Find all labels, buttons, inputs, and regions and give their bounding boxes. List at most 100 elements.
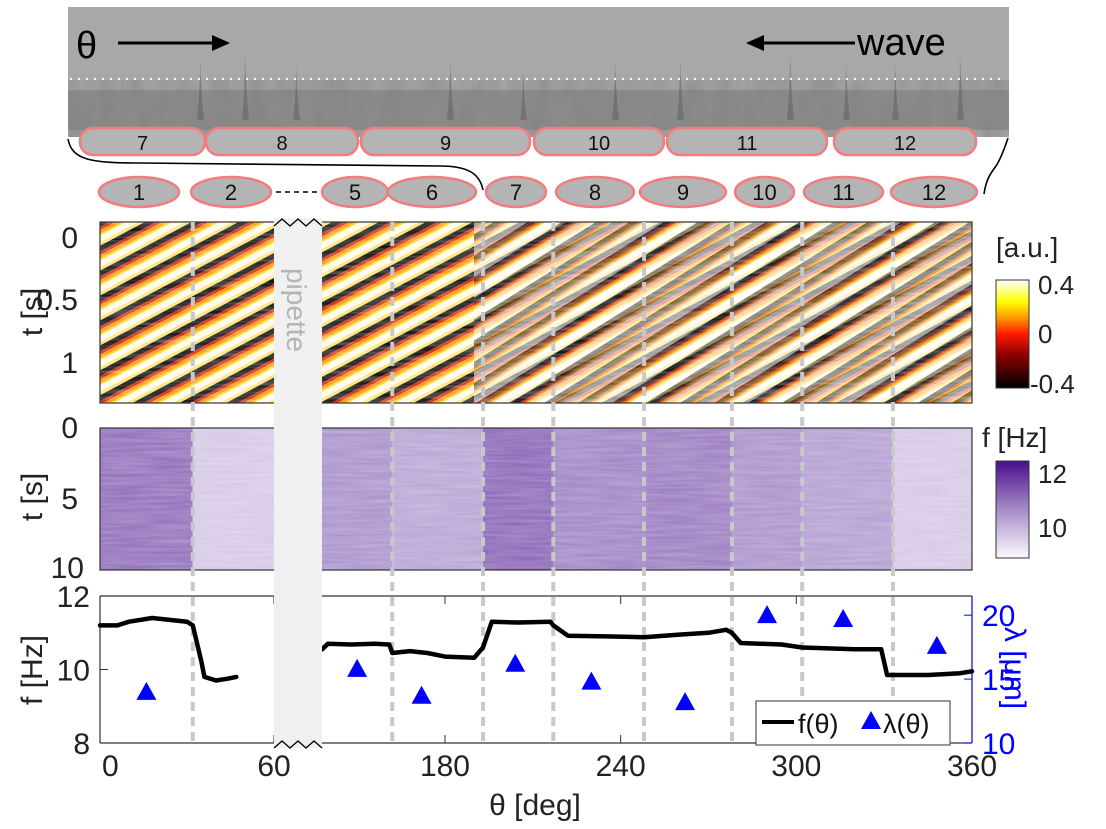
frequency-map-frame <box>99 427 973 571</box>
bottom-cell: 12 <box>889 175 979 209</box>
cilium-spike <box>447 58 454 120</box>
bottom-cell-shape <box>889 175 979 209</box>
bottom-cell-shape <box>802 175 885 209</box>
axis-break-top <box>273 218 323 227</box>
bottom-cell-label: 1 <box>133 180 145 205</box>
cilia-spikes <box>197 56 964 120</box>
lambda-marker <box>505 653 526 672</box>
lambda-marker <box>926 635 947 654</box>
fmap-ylabel: t [s] <box>16 473 49 521</box>
bottom-cell-label: 9 <box>677 180 689 205</box>
lambda-ylabel: λ [μm] <box>998 627 1031 709</box>
cilium-spike <box>787 56 794 120</box>
cilium-spike <box>197 58 204 120</box>
top-cell-label: 7 <box>137 133 148 155</box>
cilium-spike <box>843 60 850 120</box>
lambda-marker <box>757 605 778 624</box>
top-cell: 7 <box>78 126 207 157</box>
bottom-cell: 10 <box>733 175 796 209</box>
theta-label: θ <box>76 25 97 67</box>
bracket-right <box>983 137 1009 195</box>
kymo-colorbar-tick-max: 0.4 <box>1038 270 1074 300</box>
cilium-spike <box>957 56 964 120</box>
kymograph-frame <box>99 221 973 404</box>
f-theta-line <box>97 615 239 683</box>
kymo-ytick-0: 0 <box>61 222 78 255</box>
bottom-cell: 6 <box>386 175 478 209</box>
y-ticks-right: 10 15 20 <box>964 600 1015 761</box>
frequency-map-noise <box>100 428 972 570</box>
bottom-cell-label: 12 <box>922 180 946 205</box>
top-cell-label: 12 <box>894 133 916 155</box>
kymo-ytick-1: 0.5 <box>36 284 78 317</box>
y-tick-label: 8 <box>73 728 90 761</box>
pipette-band <box>274 218 322 748</box>
lambda-theta-series <box>136 605 947 711</box>
x-axis-label: θ [deg] <box>489 789 581 822</box>
cell-boundaries <box>190 222 895 743</box>
theta-arrow <box>118 35 230 51</box>
y-right-tick-label: 15 <box>982 664 1015 697</box>
lambda-marker <box>411 685 432 704</box>
y-right-tick-label: 20 <box>982 600 1015 633</box>
top-cell: 10 <box>532 126 666 157</box>
x-tick-label: 60 <box>257 750 290 783</box>
bottom-cell-shape <box>97 175 181 209</box>
top-cell-row: 7 8 9 10 11 12 <box>78 126 978 157</box>
lambda-marker <box>581 671 602 690</box>
cilium-spike <box>520 66 527 120</box>
kymo-colorbar-tick-mid: 0 <box>1038 319 1052 349</box>
legend-f-label: f(θ) <box>798 709 839 739</box>
y-tick-label: 10 <box>57 655 90 688</box>
x-tick-label: 300 <box>771 750 821 783</box>
kymo-colorbar-title: [a.u.] <box>996 232 1058 263</box>
x-tick-label: 240 <box>596 750 646 783</box>
cilium-spike <box>677 58 684 120</box>
top-cell-shape <box>665 126 829 157</box>
bottom-cell: 7 <box>484 175 548 209</box>
cilium-spike <box>293 64 300 120</box>
kymo-colorbar <box>995 279 1030 389</box>
legend-triangle-swatch <box>861 711 881 729</box>
y-ticks: 8 10 12 <box>57 581 108 761</box>
wave-arrow <box>746 35 855 51</box>
fmap-ytick-2: 10 <box>51 552 84 585</box>
x-tick-label: 360 <box>947 750 997 783</box>
top-cell-label: 8 <box>276 133 287 155</box>
kymo-ytick-2: 1 <box>61 347 78 380</box>
kymo-colorbar-tick-min: -0.4 <box>1030 369 1075 399</box>
bottom-cell-shape <box>484 175 548 209</box>
lambda-marker <box>136 681 157 700</box>
kymo-ylabel: t [s] <box>16 288 49 336</box>
frequency-map-panel: 0 5 10 t [s] f [Hz] 12 10 <box>16 412 1067 585</box>
top-cell-shape <box>359 126 532 157</box>
lambda-marker <box>675 692 696 711</box>
f-theta-line <box>319 619 975 678</box>
bottom-cell-shape <box>733 175 796 209</box>
bottom-cell-label: 2 <box>225 180 237 205</box>
fmap-ytick-1: 5 <box>61 483 78 516</box>
bottom-cell-row: 1 2 5 6 7 8 9 10 11 12 <box>97 175 979 209</box>
bottom-cell-shape <box>638 175 728 209</box>
top-cell-label: 9 <box>440 133 451 155</box>
cilium-spike <box>892 62 899 120</box>
bottom-cell: 9 <box>638 175 728 209</box>
bottom-cell: 8 <box>554 175 636 209</box>
top-cell-shape <box>204 126 360 157</box>
top-cell: 11 <box>665 126 829 157</box>
f-theta-series <box>97 615 975 683</box>
x-tick-label: 0 <box>102 750 119 783</box>
fmap-colorbar <box>995 460 1030 559</box>
cilium-spike <box>242 56 249 120</box>
top-cell-label: 10 <box>588 133 610 155</box>
fmap-colorbar-tick-12: 12 <box>1038 459 1067 489</box>
x-tick-label: 180 <box>420 750 470 783</box>
pipette-overlay: pipette <box>273 218 323 749</box>
bottom-cell: 11 <box>802 175 885 209</box>
f-ylabel: f [Hz] <box>16 635 49 705</box>
bottom-cell-shape <box>554 175 636 209</box>
cilium-spike <box>612 60 619 120</box>
pipette-label: pipette <box>281 268 312 352</box>
top-cell: 12 <box>832 126 978 157</box>
